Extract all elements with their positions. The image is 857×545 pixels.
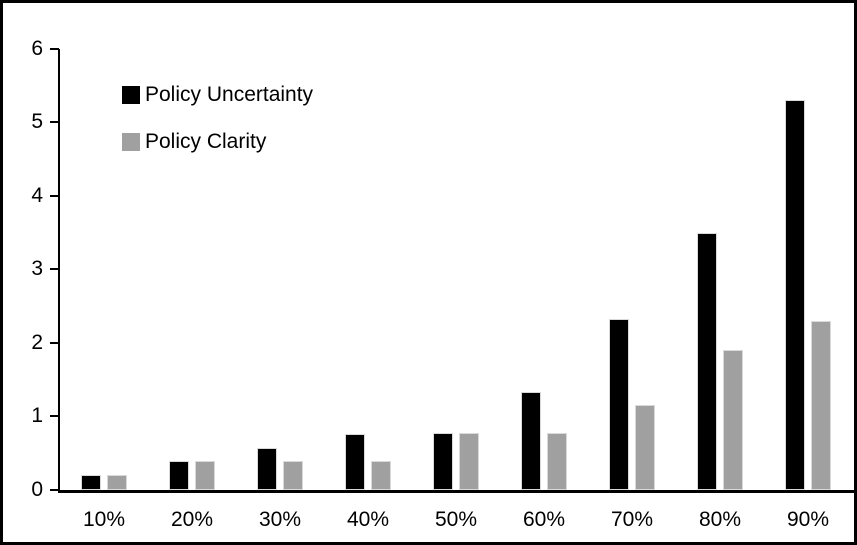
y-tick-label: 1 [31, 404, 43, 427]
x-tick-label: 20% [170, 508, 214, 531]
bar-policy-uncertainty-50% [433, 433, 453, 490]
y-tick [50, 415, 59, 417]
y-tick [50, 342, 59, 344]
legend-label-policy-clarity: Policy Clarity [145, 129, 267, 153]
x-tick-label: 60% [522, 508, 566, 531]
x-tick-label: 80% [698, 508, 742, 531]
x-tick-label: 30% [258, 508, 302, 531]
x-tick-label: 50% [434, 508, 478, 531]
y-tick [50, 268, 59, 270]
y-tick-label: 3 [31, 257, 43, 280]
y-tick-label: 5 [31, 110, 43, 133]
x-tick-label: 90% [786, 508, 830, 531]
bar-policy-uncertainty-40% [345, 434, 365, 490]
legend-swatch-policy-clarity [122, 132, 140, 151]
bar-policy-uncertainty-90% [785, 100, 805, 490]
x-axis-line [58, 490, 854, 493]
y-tick-label: 2 [31, 331, 43, 354]
bar-policy-uncertainty-30% [257, 448, 277, 490]
bar-policy-clarity-60% [547, 433, 567, 490]
y-tick [50, 48, 59, 50]
x-tick-label: 40% [346, 508, 390, 531]
bar-policy-uncertainty-60% [521, 392, 541, 490]
y-tick [50, 195, 59, 197]
bar-policy-clarity-70% [635, 405, 655, 490]
bar-policy-clarity-20% [195, 461, 215, 490]
bar-policy-clarity-90% [811, 321, 831, 490]
y-axis-line [58, 49, 60, 493]
y-tick [50, 121, 59, 123]
legend-item-policy-uncertainty: Policy Uncertainty [122, 82, 314, 106]
plot-area: 0 1 2 3 4 5 6 10% 20% 30% 40% 50% 60% 70% 80% 90% [3, 3, 854, 542]
bar-policy-uncertainty-20% [169, 461, 189, 490]
legend-label-policy-uncertainty: Policy Uncertainty [145, 82, 314, 106]
legend-item-policy-clarity: Policy Clarity [122, 129, 313, 153]
legend-swatch-policy-uncertainty [122, 85, 140, 104]
bar-policy-clarity-50% [459, 433, 479, 490]
x-tick-label: 70% [610, 508, 654, 531]
y-tick [50, 489, 59, 491]
bar-policy-uncertainty-10% [81, 475, 101, 490]
bar-policy-uncertainty-70% [609, 319, 629, 490]
bar-policy-clarity-30% [283, 461, 303, 490]
bar-policy-clarity-40% [371, 461, 391, 490]
y-tick-label: 4 [31, 184, 43, 207]
y-tick-label: 0 [31, 478, 43, 501]
legend: Policy Uncertainty Policy Clarity [122, 82, 314, 179]
bar-policy-clarity-10% [107, 475, 127, 490]
bar-policy-uncertainty-80% [697, 233, 717, 490]
y-tick-label: 6 [31, 37, 43, 60]
bar-policy-clarity-80% [723, 350, 743, 490]
x-tick-label: 10% [82, 508, 126, 531]
